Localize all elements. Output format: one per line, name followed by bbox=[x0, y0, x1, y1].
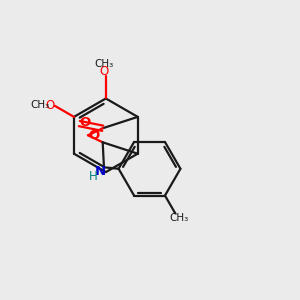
Text: H: H bbox=[88, 170, 97, 183]
Text: CH₃: CH₃ bbox=[30, 100, 49, 110]
Text: O: O bbox=[100, 64, 109, 78]
Text: CH₃: CH₃ bbox=[169, 213, 188, 223]
Text: N: N bbox=[95, 165, 106, 178]
Text: CH₃: CH₃ bbox=[95, 59, 114, 69]
Text: O: O bbox=[79, 116, 90, 129]
Text: O: O bbox=[89, 129, 100, 142]
Text: O: O bbox=[45, 99, 54, 112]
